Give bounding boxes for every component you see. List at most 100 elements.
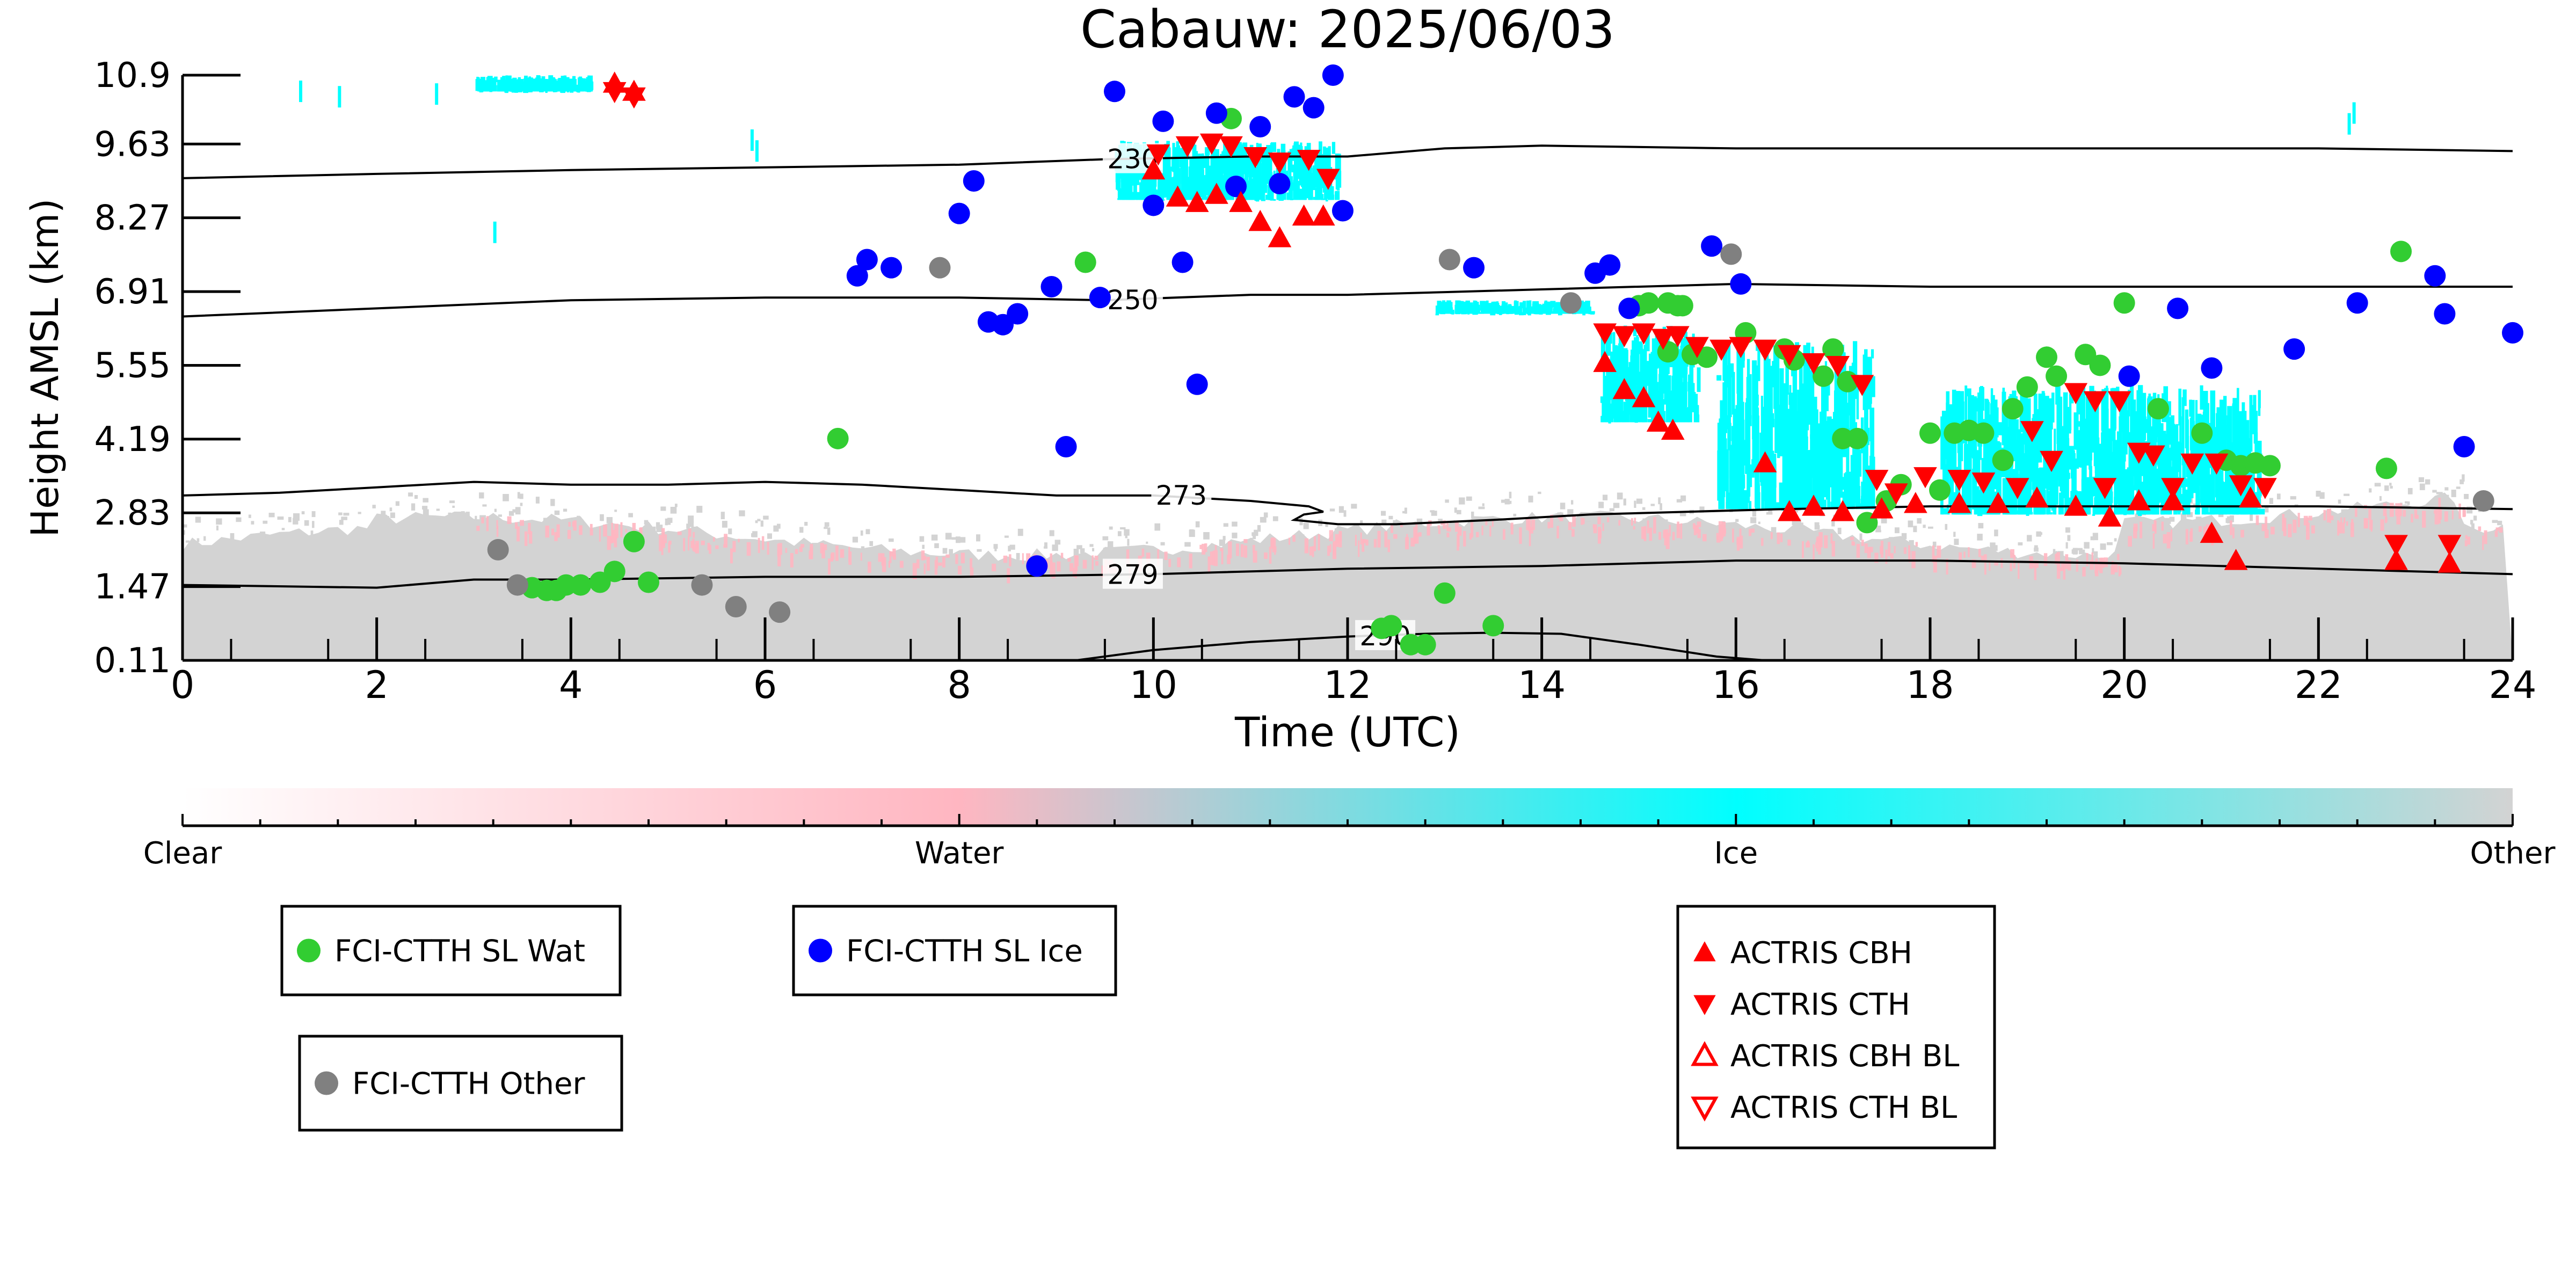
contour-label-273: 273 [1156,480,1207,511]
ice-speckle [435,83,439,105]
ice-speckle [1633,345,1639,363]
water-speckle [2058,567,2062,571]
water-speckle [1418,532,1422,537]
data-point [2016,376,2038,398]
water-speckle [1393,534,1398,539]
ice-speckle [1619,350,1621,374]
water-speckle [1702,534,1707,542]
other-speckle [2092,533,2098,541]
ice-speckle [501,88,507,92]
ice-speckle [1169,177,1174,200]
ice-speckle [1313,197,1316,200]
ice-speckle [1810,370,1815,439]
water-speckle [2032,561,2035,568]
ice-speckle [1446,303,1451,310]
water-speckle [1634,518,1636,524]
other-speckle [959,537,966,543]
ice-speckle [2027,398,2031,443]
other-speckle [1771,527,1777,535]
legend-marker [315,1071,338,1095]
other-speckle [2229,515,2234,522]
ice-speckle [1836,413,1840,505]
other-speckle [752,531,758,537]
ice-speckle [1516,301,1519,310]
other-speckle [1585,516,1592,522]
other-speckle [475,515,477,523]
data-point [2375,457,2397,479]
ice-speckle [2257,508,2260,515]
other-speckle [2319,492,2325,499]
water-speckle [1446,533,1450,537]
data-point [1831,500,1855,521]
ice-speckle [1695,405,1699,423]
ice-speckle [1477,304,1480,314]
ice-speckle [2012,492,2017,515]
data-point [846,265,868,287]
water-speckle [1362,539,1365,552]
water-speckle [1415,523,1418,537]
data-point [2283,338,2305,360]
water-speckle [632,522,636,533]
water-speckle [1189,553,1192,569]
ice-speckle [1975,505,1980,515]
ice-speckle [1129,185,1132,200]
ice-speckle [1803,436,1808,450]
water-speckle [1164,551,1168,561]
water-speckle [2364,518,2368,529]
data-point [1869,497,1894,519]
water-speckle [1067,558,1071,562]
other-speckle [2379,496,2382,501]
ice-speckle [1287,195,1293,200]
data-point [1146,144,1170,166]
ice-speckle [1855,450,1859,503]
other-speckle [1471,511,1474,519]
ice-speckle [1583,309,1587,314]
contour-label-279: 279 [1107,559,1158,591]
water-speckle [1288,537,1291,545]
ice-speckle [1311,173,1316,191]
other-speckle [1660,503,1662,511]
water-speckle [2464,540,2468,547]
water-speckle [1227,541,1232,558]
water-speckle [1989,562,1991,571]
water-speckle [1274,538,1276,555]
ice-speckle [1606,360,1609,394]
water-speckle [1491,521,1494,527]
data-point [1813,365,1835,387]
ice-speckle [1741,346,1745,368]
legend-frame [1676,905,1996,1149]
water-speckle [2482,535,2484,550]
water-speckle [1903,547,1906,554]
ice-speckle [1490,309,1493,314]
ice-speckle [1442,301,1445,313]
ice-speckle [1141,164,1146,184]
other-speckle [358,512,361,514]
data-point [2384,535,2408,556]
water-speckle [1731,528,1734,543]
other-speckle [467,514,470,520]
legend-box-1: FCI-CTTH SL Wat [280,905,622,996]
ice-speckle [1825,389,1829,397]
water-speckle [2293,519,2297,533]
other-speckle [1945,523,1948,530]
ice-speckle [486,79,489,92]
colorbar-label: Water [915,836,1005,871]
data-point [1685,337,1709,358]
other-speckle [1146,548,1149,555]
ice-speckle [1734,430,1736,469]
ice-speckle [2242,412,2246,427]
ice-speckle [1622,411,1627,423]
other-speckle [1008,545,1011,551]
ice-speckle [2226,415,2230,478]
ice-speckle [1234,151,1239,165]
water-speckle [1485,521,1488,526]
ice-speckle [2138,514,2142,516]
ice-speckle [577,77,580,90]
ice-speckle [1633,328,1637,337]
other-speckle [2316,490,2321,497]
legend-label: ACTRIS CTH [1730,987,1910,1022]
x-tick-label: 12 [1323,663,1371,707]
ice-speckle [512,85,515,92]
data-point [1311,204,1335,226]
data-point [2064,383,2088,404]
